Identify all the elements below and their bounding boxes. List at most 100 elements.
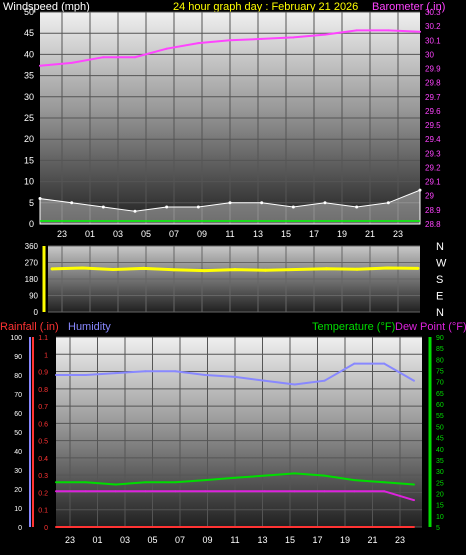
- wind-y-tick: 25: [24, 113, 34, 123]
- wind-y-tick: 45: [24, 28, 34, 38]
- barometer-axis-title: Barometer (.in): [372, 1, 445, 13]
- rainfall-point: [234, 526, 236, 528]
- x-tick: 09: [202, 535, 212, 545]
- barometer-point: [70, 61, 73, 64]
- dew-point-point: [293, 490, 296, 493]
- rainfall-point: [174, 526, 177, 528]
- barometer-point: [39, 64, 41, 67]
- barometer-point: [165, 47, 168, 50]
- temperature-y-tick: 25: [436, 480, 444, 487]
- humidity-point: [84, 374, 87, 376]
- windspeed-series: [39, 189, 421, 225]
- barometer-y-tick: 29.1: [425, 178, 441, 187]
- direction-y-tick: 90: [29, 292, 38, 301]
- temperature-y-tick: 80: [436, 357, 444, 364]
- windspeed-point: [386, 201, 390, 205]
- x-tick: 07: [169, 229, 179, 239]
- dew-point-point: [174, 490, 177, 493]
- temperature-y-tick: 90: [436, 335, 444, 342]
- x-tick: 11: [230, 535, 239, 545]
- x-tick: 15: [281, 229, 291, 239]
- wind-direction-point: [50, 267, 54, 271]
- wind-y-tick: 35: [24, 71, 34, 81]
- x-tick: 01: [92, 535, 102, 545]
- x-tick: 21: [367, 535, 377, 545]
- temperature-y-tick: 70: [436, 380, 444, 387]
- rain-y-tick: 0.6: [38, 421, 48, 428]
- windspeed-point: [133, 209, 137, 213]
- barometer-y-tick: 30.2: [425, 22, 441, 31]
- legend-temperature: Temperature (°F): [312, 321, 395, 333]
- direction-y-tick: 180: [25, 275, 39, 284]
- humidity-point: [353, 362, 356, 365]
- panel-rain-humidity-temp: [56, 337, 422, 527]
- windspeed-axis-title: Windspeed (mph): [3, 1, 90, 13]
- humidity-point: [114, 372, 117, 375]
- rainfall-point: [323, 526, 326, 528]
- rainfall-point: [353, 526, 356, 528]
- x-tick: 05: [147, 535, 157, 545]
- temperature-point: [323, 474, 326, 477]
- windspeed-point: [196, 205, 200, 209]
- rain-y-tick: 0.7: [38, 404, 48, 411]
- humidity-y-tick: 40: [14, 449, 22, 456]
- rain-y-tick: 1.1: [38, 335, 48, 342]
- barometer-point: [229, 39, 231, 42]
- wind-y-tick: 20: [24, 134, 34, 144]
- barometer-y-tick: 30: [425, 50, 434, 59]
- rain-y-tick: 0.3: [38, 473, 48, 480]
- temperature-point: [234, 476, 236, 479]
- barometer-point: [134, 56, 136, 59]
- temperature-point: [55, 481, 57, 484]
- temperature-point: [353, 479, 356, 482]
- humidity-y-tick: 70: [14, 392, 22, 399]
- barometer-y-tick: 28.9: [425, 206, 441, 215]
- compass-label: W: [436, 258, 447, 270]
- barometer-point: [102, 56, 105, 59]
- direction-y-tick: 0: [34, 308, 39, 317]
- x-tick: 23: [393, 229, 403, 239]
- rainfall-point: [144, 526, 147, 528]
- wind-y-tick: 15: [24, 155, 34, 165]
- dew-point-point: [383, 490, 386, 493]
- dew-point-point: [55, 490, 57, 493]
- humidity-y-tick: 0: [18, 525, 22, 532]
- humidity-y-tick: 80: [14, 373, 22, 380]
- temperature-y-tick: 50: [436, 424, 444, 431]
- barometer-y-tick: 30.1: [425, 36, 441, 45]
- barometer-point: [324, 33, 326, 36]
- temperature-y-tick: 10: [436, 514, 444, 521]
- temperature-point: [84, 481, 87, 484]
- compass-label: E: [436, 291, 443, 303]
- wind-y-tick: 5: [29, 198, 34, 208]
- x-tick: 03: [120, 535, 130, 545]
- rainfall-point: [413, 526, 415, 528]
- temperature-point: [204, 479, 207, 482]
- humidity-point: [55, 374, 57, 376]
- barometer-y-tick: 29.7: [425, 93, 441, 102]
- temperature-point: [144, 481, 147, 484]
- wind-direction-point: [416, 266, 420, 270]
- rain-y-tick: 0: [44, 525, 48, 532]
- humidity-point: [413, 379, 415, 382]
- rainfall-point: [204, 526, 207, 528]
- barometer-y-tick: 30.3: [425, 8, 441, 17]
- barometer-y-tick: 29.6: [425, 107, 441, 116]
- compass-label: S: [436, 274, 443, 286]
- rain-y-tick: 0.2: [38, 490, 48, 497]
- humidity-y-tick: 20: [14, 487, 22, 494]
- wind-direction-point: [233, 268, 237, 272]
- temperature-y-tick: 20: [436, 491, 444, 498]
- barometer-point: [260, 37, 263, 40]
- rainfall-point: [383, 526, 386, 528]
- barometer-y-tick: 29.8: [425, 79, 441, 88]
- rain-y-tick: 1: [44, 352, 48, 359]
- wind-direction-point: [172, 268, 176, 272]
- dew-point-point: [353, 490, 356, 493]
- wind-y-tick: 50: [24, 7, 34, 17]
- legend-rainfall: Rainfall (.in): [0, 321, 59, 333]
- dew-point-point: [114, 490, 117, 493]
- barometer-y-tick: 29.3: [425, 149, 441, 158]
- x-tick: 17: [312, 535, 322, 545]
- direction-y-tick: 360: [25, 242, 39, 251]
